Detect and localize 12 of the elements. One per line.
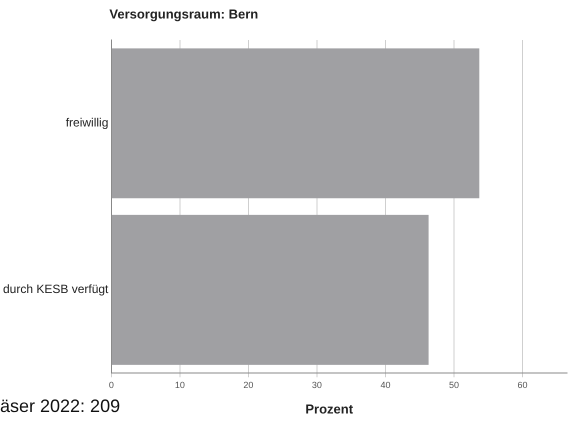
y-tick-label: durch KESB verfügt bbox=[2, 282, 110, 296]
x-tick-label: 30 bbox=[312, 380, 322, 390]
text: äser 2022: 209 bbox=[0, 396, 120, 417]
x-tick-label: 60 bbox=[517, 380, 528, 390]
x-tick-label: 50 bbox=[448, 380, 459, 390]
x-tick-label: 40 bbox=[380, 380, 390, 390]
x-tick-label: 20 bbox=[243, 380, 254, 390]
x-tick-label: 0 bbox=[108, 380, 114, 390]
x-tick-label: 10 bbox=[174, 380, 185, 390]
x-axis-title: Prozent bbox=[305, 402, 354, 417]
y-tick-label: freiwillig bbox=[66, 116, 108, 130]
chart-title: Versorgungsraum: Bern bbox=[109, 6, 258, 22]
